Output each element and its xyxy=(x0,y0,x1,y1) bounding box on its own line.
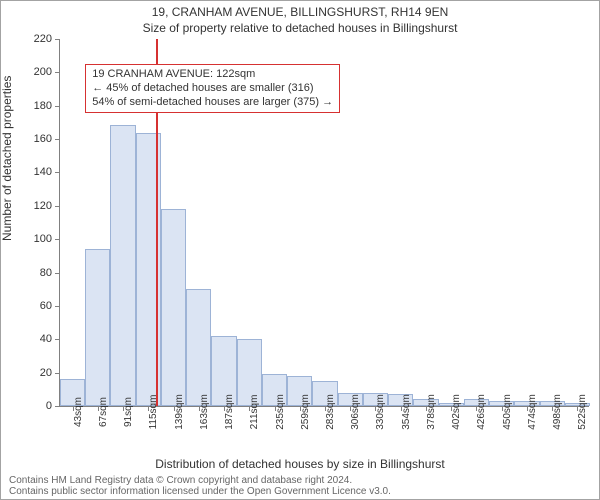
chart-subtitle: Size of property relative to detached ho… xyxy=(1,21,599,35)
x-tick-label: 91sqm xyxy=(123,397,134,427)
x-tick-label: 426sqm xyxy=(476,394,487,430)
attribution: Contains HM Land Registry data © Crown c… xyxy=(9,475,391,497)
x-tick-label: 235sqm xyxy=(275,394,286,430)
plot-area: 19 CRANHAM AVENUE: 122sqm← 45% of detach… xyxy=(59,39,589,407)
y-tick-label: 220 xyxy=(34,33,60,45)
histogram-bar xyxy=(110,125,135,406)
x-tick-label: 402sqm xyxy=(451,394,462,430)
x-tick-label: 211sqm xyxy=(249,395,260,430)
x-tick-label: 522sqm xyxy=(577,394,588,430)
y-tick-label: 120 xyxy=(34,200,60,212)
y-tick-label: 180 xyxy=(34,100,60,112)
y-tick-label: 60 xyxy=(40,300,60,312)
y-tick-label: 80 xyxy=(40,267,60,279)
x-tick-label: 259sqm xyxy=(300,394,311,430)
x-tick-label: 498sqm xyxy=(552,394,563,430)
histogram-bar xyxy=(186,289,211,406)
x-tick-label: 450sqm xyxy=(502,394,513,430)
histogram-bar xyxy=(85,249,110,406)
x-tick-label: 283sqm xyxy=(325,394,336,430)
attribution-line: Contains public sector information licen… xyxy=(9,486,391,497)
x-axis-label: Distribution of detached houses by size … xyxy=(1,457,599,471)
histogram-bar xyxy=(161,209,186,406)
y-tick-label: 0 xyxy=(46,400,60,412)
x-tick-label: 474sqm xyxy=(527,394,538,430)
x-tick-label: 187sqm xyxy=(224,394,235,430)
x-tick-label: 306sqm xyxy=(350,394,361,430)
y-axis-label: Number of detached properties xyxy=(0,76,14,241)
x-tick-label: 67sqm xyxy=(98,397,109,427)
y-tick-label: 140 xyxy=(34,166,60,178)
chart-container: 19, CRANHAM AVENUE, BILLINGSHURST, RH14 … xyxy=(0,0,600,500)
x-tick-label: 43sqm xyxy=(73,397,84,427)
y-tick-label: 160 xyxy=(34,133,60,145)
annotation-line: ← 45% of detached houses are smaller (31… xyxy=(92,82,333,96)
y-tick-label: 40 xyxy=(40,333,60,345)
y-tick-label: 200 xyxy=(34,66,60,78)
annotation-line: 54% of semi-detached houses are larger (… xyxy=(92,96,333,110)
y-tick-label: 100 xyxy=(34,233,60,245)
x-tick-label: 378sqm xyxy=(426,394,437,430)
annotation-line: 19 CRANHAM AVENUE: 122sqm xyxy=(92,68,333,82)
y-tick-label: 20 xyxy=(40,367,60,379)
x-tick-label: 354sqm xyxy=(401,394,412,430)
x-tick-label: 139sqm xyxy=(174,394,185,430)
marker-annotation: 19 CRANHAM AVENUE: 122sqm← 45% of detach… xyxy=(85,64,340,113)
attribution-line: Contains HM Land Registry data © Crown c… xyxy=(9,475,391,486)
x-tick-label: 330sqm xyxy=(375,394,386,430)
chart-title: 19, CRANHAM AVENUE, BILLINGSHURST, RH14 … xyxy=(1,5,599,19)
x-tick-label: 163sqm xyxy=(199,394,210,430)
